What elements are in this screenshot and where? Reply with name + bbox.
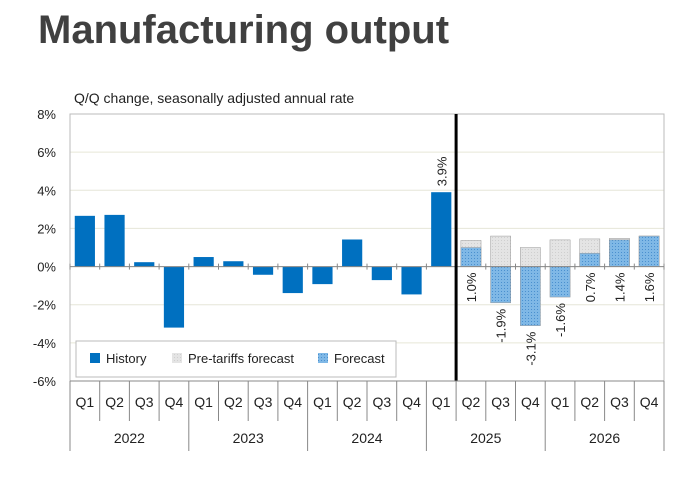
bar-forecast — [579, 252, 601, 267]
legend-label: History — [106, 351, 147, 366]
x-tick-label: Q3 — [373, 394, 392, 410]
data-label: 1.6% — [642, 272, 657, 302]
x-year-label: 2024 — [351, 430, 382, 446]
bar-history — [312, 266, 333, 285]
y-tick-label: 2% — [37, 221, 56, 236]
x-tick-label: Q1 — [313, 394, 332, 410]
y-tick-label: -4% — [33, 336, 57, 351]
bar-forecast — [460, 247, 482, 267]
bar-forecast — [490, 266, 511, 304]
chart-title: Manufacturing output — [38, 8, 450, 52]
x-tick-label: Q2 — [224, 394, 243, 410]
data-label: 1.0% — [464, 272, 479, 302]
data-label: -1.9% — [494, 308, 509, 342]
x-tick-label: Q4 — [165, 394, 184, 410]
x-year-label: 2026 — [589, 430, 620, 446]
bar-forecast — [638, 235, 660, 267]
x-tick-label: Q2 — [343, 394, 362, 410]
x-year-label: 2023 — [233, 430, 264, 446]
y-tick-label: 8% — [37, 107, 56, 122]
data-label: -3.1% — [523, 331, 538, 365]
x-tick-label: Q3 — [491, 394, 510, 410]
bar-history — [401, 266, 422, 295]
bar-history — [74, 215, 95, 267]
legend — [75, 340, 397, 378]
x-tick-label: Q4 — [640, 394, 659, 410]
x-year-label: 2022 — [114, 430, 145, 446]
data-label: 1.4% — [612, 272, 627, 302]
bar-history — [163, 266, 185, 328]
x-tick-label: Q1 — [76, 394, 95, 410]
legend-label: Forecast — [334, 351, 385, 366]
y-tick-label: -2% — [33, 298, 57, 313]
legend-swatch — [172, 353, 182, 363]
x-tick-label: Q4 — [521, 394, 540, 410]
bar-history — [371, 266, 392, 281]
x-tick-label: Q4 — [402, 394, 421, 410]
bar-history — [342, 239, 363, 267]
x-tick-label: Q4 — [283, 394, 302, 410]
x-tick-label: Q3 — [135, 394, 154, 410]
bar-pre-tariffs-forecast — [520, 247, 541, 267]
x-tick-label: Q2 — [462, 394, 481, 410]
legend-label: Pre-tariffs forecast — [188, 351, 294, 366]
data-label: 0.7% — [583, 272, 598, 302]
bar-history — [431, 192, 452, 267]
x-tick-label: Q1 — [551, 394, 570, 410]
bar-forecast — [549, 266, 571, 298]
y-tick-label: 0% — [37, 260, 56, 275]
bar-history — [223, 261, 244, 267]
x-tick-label: Q1 — [194, 394, 213, 410]
x-tick-label: Q2 — [580, 394, 599, 410]
x-tick-label: Q2 — [105, 394, 124, 410]
y-tick-label: 4% — [37, 183, 56, 198]
x-tick-label: Q1 — [432, 394, 451, 410]
x-tick-label: Q3 — [254, 394, 273, 410]
y-tick-label: -6% — [33, 374, 57, 389]
bar-history — [193, 257, 214, 267]
bar-forecast — [520, 266, 541, 326]
legend-swatch — [318, 353, 328, 363]
bar-pre-tariffs-forecast — [549, 239, 571, 267]
bar-history — [104, 214, 125, 267]
chart-subtitle: Q/Q change, seasonally adjusted annual r… — [74, 90, 354, 106]
x-tick-label: Q3 — [610, 394, 629, 410]
bar-forecast — [609, 239, 630, 267]
data-label: -1.6% — [553, 303, 568, 337]
x-year-label: 2025 — [470, 430, 501, 446]
bar-history — [134, 262, 155, 267]
bar-history — [282, 266, 303, 294]
bar-pre-tariffs-forecast — [490, 235, 511, 267]
legend-swatch — [90, 353, 100, 363]
y-tick-label: 6% — [37, 145, 56, 160]
bar-history — [252, 266, 274, 275]
data-label: 3.9% — [434, 156, 449, 186]
